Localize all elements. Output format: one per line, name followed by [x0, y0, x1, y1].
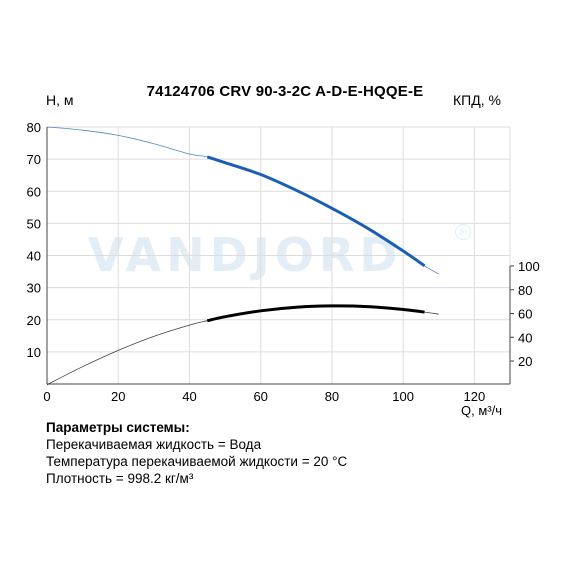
system-parameters: Параметры системы: Перекачиваемая жидкос…: [46, 419, 347, 487]
x-tick-label: 60: [253, 389, 267, 404]
chart-curves: [46, 126, 440, 386]
head-curve-operating: [206, 155, 426, 268]
y-left-tick-label: 40: [27, 249, 41, 264]
x-tick-label: 120: [464, 389, 486, 404]
x-tick-label: 40: [182, 389, 196, 404]
x-tick-label: 100: [392, 389, 414, 404]
y-right-tick-label: 80: [518, 283, 532, 298]
right-axis-ticks: [509, 265, 514, 384]
y-axis-left-label: H, м: [46, 92, 74, 108]
y-left-tick-label: 20: [27, 313, 41, 328]
y-axis-right-label: КПД, %: [453, 92, 501, 108]
param-line-density: Плотность = 998.2 кг/м³: [46, 471, 194, 486]
watermark-registered-mark: ®: [455, 224, 471, 240]
x-axis-label: Q, м³/ч: [461, 403, 502, 418]
y-left-tick-label: 10: [27, 345, 41, 360]
y-left-tick-label: 60: [27, 184, 41, 199]
y-left-tick-label: 50: [27, 216, 41, 231]
y-left-tick-label: 80: [27, 120, 41, 135]
y-left-tick-label: 70: [27, 152, 41, 167]
system-parameters-title: Параметры системы:: [46, 420, 190, 435]
y-right-tick-label: 100: [518, 259, 540, 274]
performance-chart: 0 20 40 60 80 100 120 10 20 30 40 50 60 70 80 20 40 60 80 1…: [27, 120, 540, 404]
chart-grid: [46, 126, 511, 385]
x-tick-label: 0: [43, 389, 50, 404]
head-curve-full: [46, 126, 440, 275]
x-tick-label: 20: [111, 389, 125, 404]
y-right-tick-label: 60: [518, 307, 532, 322]
efficiency-curve-full: [46, 305, 439, 386]
x-tick-label: 80: [325, 389, 339, 404]
y-right-tick-label: 40: [518, 330, 532, 345]
y-left-tick-label: 30: [27, 281, 41, 296]
y-right-tick-label: 20: [518, 354, 532, 369]
param-line-temperature: Температура перекачиваемой жидкости = 20…: [46, 454, 348, 469]
efficiency-curve-operating: [206, 304, 425, 323]
chart-title: 74124706 CRV 90-3-2C A-D-E-HQQE-E: [146, 83, 424, 100]
chart-tick-labels: 0 20 40 60 80 100 120 10 20 30 40 50 60 70 80 20 40 60 80 1…: [27, 120, 540, 404]
param-line-liquid: Перекачиваемая жидкость = Вода: [46, 437, 262, 452]
